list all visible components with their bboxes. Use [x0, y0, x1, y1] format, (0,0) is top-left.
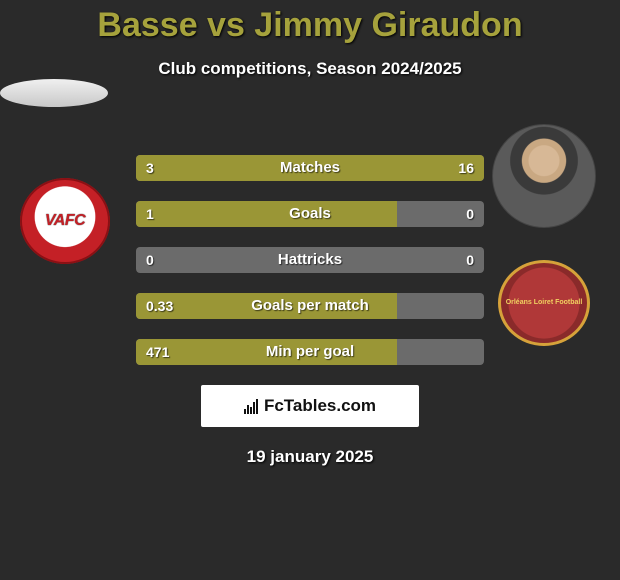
club-left-badge: VAFC — [20, 178, 110, 264]
club-left-abbr: VAFC — [45, 212, 85, 230]
comparison-card: Basse vs Jimmy Giraudon Club competition… — [0, 0, 620, 467]
stat-label: Matches — [136, 155, 484, 181]
stat-row: 0.33Goals per match — [136, 293, 484, 319]
stat-label: Hattricks — [136, 247, 484, 273]
stat-row: 00Hattricks — [136, 247, 484, 273]
player-right-avatar — [492, 124, 596, 228]
brand-text: FcTables.com — [264, 396, 376, 416]
date-text: 19 january 2025 — [0, 447, 620, 467]
brand-box[interactable]: FcTables.com — [201, 385, 419, 427]
stat-label: Goals — [136, 201, 484, 227]
stat-label: Min per goal — [136, 339, 484, 365]
chart-icon — [244, 398, 258, 414]
stat-row: 10Goals — [136, 201, 484, 227]
page-title: Basse vs Jimmy Giraudon — [0, 0, 620, 45]
stat-label: Goals per match — [136, 293, 484, 319]
stat-row: 471Min per goal — [136, 339, 484, 365]
page-subtitle: Club competitions, Season 2024/2025 — [0, 59, 620, 79]
club-right-badge: Orléans Loiret Football — [498, 260, 590, 346]
stat-row: 316Matches — [136, 155, 484, 181]
player-left-avatar — [0, 79, 108, 107]
club-right-name: Orléans Loiret Football — [506, 299, 583, 307]
stats-block: 316Matches 10Goals 00Hattricks 0.33Goals pe… — [136, 155, 484, 365]
